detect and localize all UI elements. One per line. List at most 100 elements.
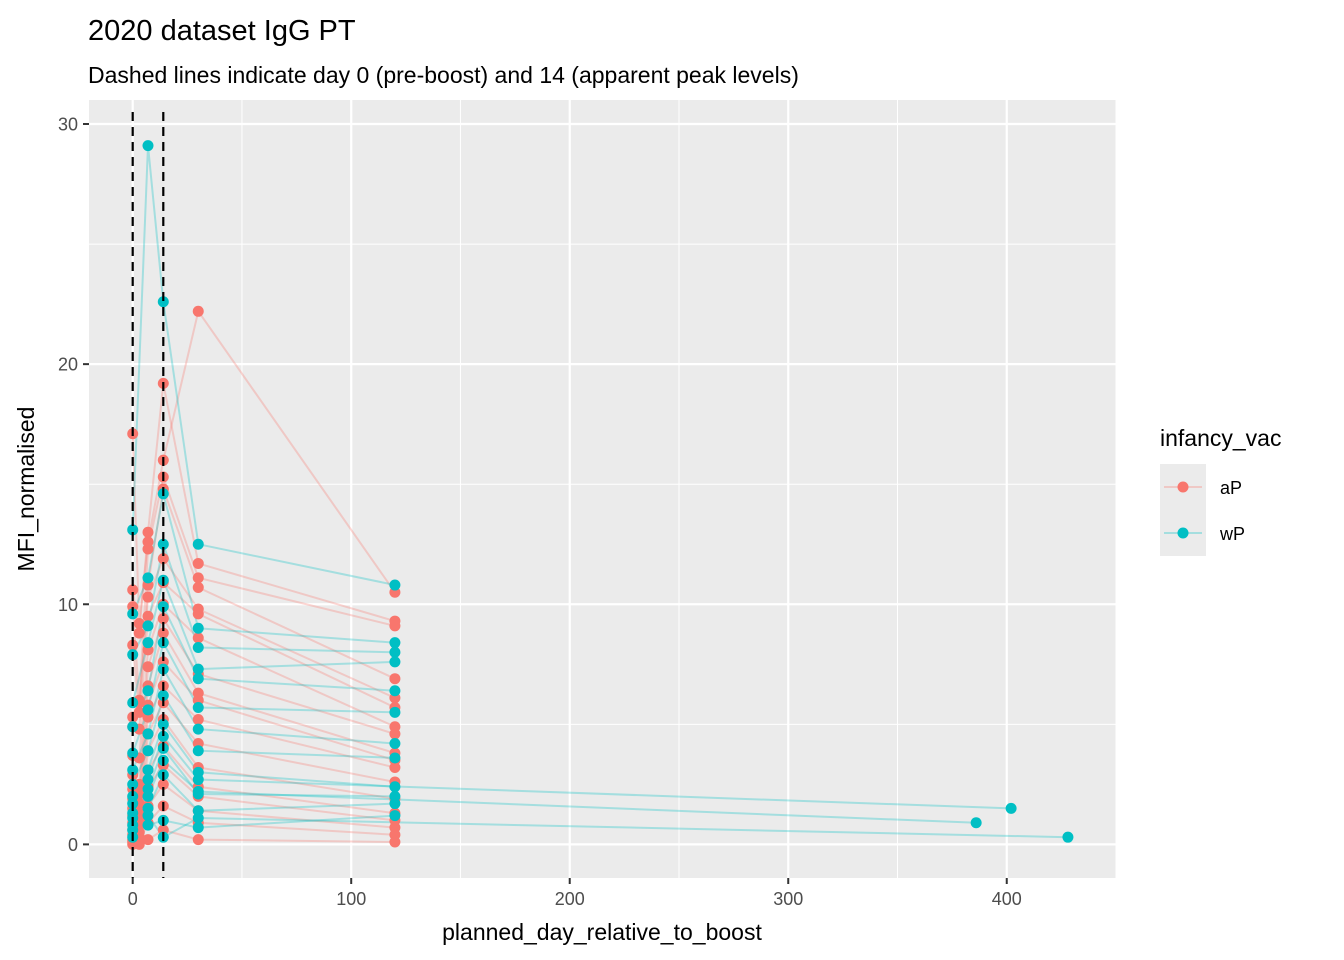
- minor-gridlines: [89, 100, 1117, 878]
- series-line-ap: [131, 473, 396, 701]
- data-point-ap: [157, 627, 169, 639]
- data-point-wp: [192, 673, 204, 685]
- data-point-ap: [142, 526, 154, 538]
- data-point-wp: [192, 723, 204, 735]
- data-point-ap: [157, 613, 169, 625]
- legend-item-ap: aP: [1164, 478, 1242, 498]
- data-point-wp: [157, 538, 169, 550]
- data-point-wp: [389, 798, 401, 810]
- legend-label-wp: wP: [1219, 524, 1245, 544]
- data-point-ap: [192, 608, 204, 620]
- plot-panel: [89, 100, 1116, 878]
- y-tick-label: 30: [58, 115, 78, 135]
- y-tick-label: 10: [58, 595, 78, 615]
- data-point-ap: [192, 557, 204, 569]
- data-point-ap: [389, 762, 401, 774]
- y-axis: 0 10 20 30: [58, 115, 89, 855]
- data-point-wp: [192, 822, 204, 834]
- data-point-wp: [389, 752, 401, 764]
- data-point-wp: [157, 730, 169, 742]
- data-point-wp: [127, 524, 139, 536]
- data-point-wp: [389, 579, 401, 591]
- data-point-wp: [192, 745, 204, 757]
- data-point-ap: [133, 838, 145, 850]
- data-point-wp: [142, 764, 154, 776]
- data-point-ap: [192, 834, 204, 846]
- data-point-ap: [192, 581, 204, 593]
- reference-lines: [131, 112, 165, 878]
- data-point-wp: [157, 690, 169, 702]
- data-point-ap: [142, 834, 154, 846]
- data-point-ap: [157, 553, 169, 565]
- data-point-wp: [192, 702, 204, 714]
- data-point-wp: [142, 685, 154, 697]
- legend-label-ap: aP: [1220, 478, 1242, 498]
- data-point-wp: [389, 706, 401, 718]
- data-point-wp: [142, 745, 154, 757]
- legend-item-wp: wP: [1164, 524, 1245, 544]
- data-point-wp: [142, 637, 154, 649]
- series-line-ap: [131, 308, 396, 624]
- legend: infancy_vac aP wP: [1160, 425, 1281, 556]
- data-point-wp: [142, 572, 154, 584]
- data-point-wp: [127, 747, 139, 759]
- data-point-wp: [142, 790, 154, 802]
- data-point-wp: [192, 538, 204, 550]
- x-axis: 0 100 200 300 400: [128, 878, 1022, 909]
- series-points: [127, 140, 1074, 850]
- data-point-wp: [389, 656, 401, 668]
- x-tick-label: 200: [555, 889, 585, 909]
- data-point-wp: [127, 721, 139, 733]
- data-point-wp: [192, 622, 204, 634]
- data-point-ap: [389, 620, 401, 632]
- data-point-wp: [127, 790, 139, 802]
- data-point-wp: [192, 786, 204, 798]
- data-point-wp: [389, 781, 401, 793]
- data-point-wp: [142, 819, 154, 831]
- data-point-ap: [389, 673, 401, 685]
- data-point-ap: [142, 661, 154, 673]
- legend-point-ap: [1177, 481, 1189, 493]
- data-point-ap: [142, 543, 154, 555]
- data-point-wp: [157, 296, 169, 308]
- y-axis-title: MFI_normalised: [13, 407, 39, 572]
- data-point-wp: [1005, 802, 1017, 814]
- data-point-wp: [142, 728, 154, 740]
- data-point-wp: [970, 817, 982, 829]
- data-point-wp: [192, 663, 204, 675]
- data-point-wp: [389, 685, 401, 697]
- data-point-wp: [142, 140, 154, 152]
- data-point-wp: [192, 774, 204, 786]
- data-point-ap: [157, 778, 169, 790]
- data-point-wp: [127, 807, 139, 819]
- x-tick-label: 100: [336, 889, 366, 909]
- data-point-wp: [389, 738, 401, 750]
- data-point-ap: [389, 728, 401, 740]
- x-axis-title: planned_day_relative_to_boost: [442, 919, 762, 945]
- data-point-wp: [389, 637, 401, 649]
- data-point-ap: [142, 591, 154, 603]
- x-tick-label: 300: [773, 889, 803, 909]
- data-point-wp: [389, 646, 401, 658]
- data-point-ap: [192, 632, 204, 644]
- major-gridlines: [89, 100, 1116, 878]
- data-point-ap: [192, 305, 204, 317]
- data-point-wp: [142, 620, 154, 632]
- data-point-wp: [142, 704, 154, 716]
- data-point-ap: [133, 627, 145, 639]
- chart-title: 2020 dataset IgG PT: [88, 15, 356, 47]
- data-point-wp: [127, 764, 139, 776]
- x-tick-label: 0: [128, 889, 138, 909]
- series-lines: [131, 145, 1068, 846]
- data-point-wp: [142, 810, 154, 822]
- data-point-wp: [192, 812, 204, 824]
- data-point-wp: [1062, 831, 1074, 843]
- data-point-ap: [192, 572, 204, 584]
- legend-point-wp: [1177, 527, 1189, 539]
- data-point-wp: [142, 774, 154, 786]
- data-point-ap: [127, 584, 139, 596]
- y-tick-label: 20: [58, 355, 78, 375]
- data-point-ap: [133, 617, 145, 629]
- y-tick-label: 0: [68, 835, 78, 855]
